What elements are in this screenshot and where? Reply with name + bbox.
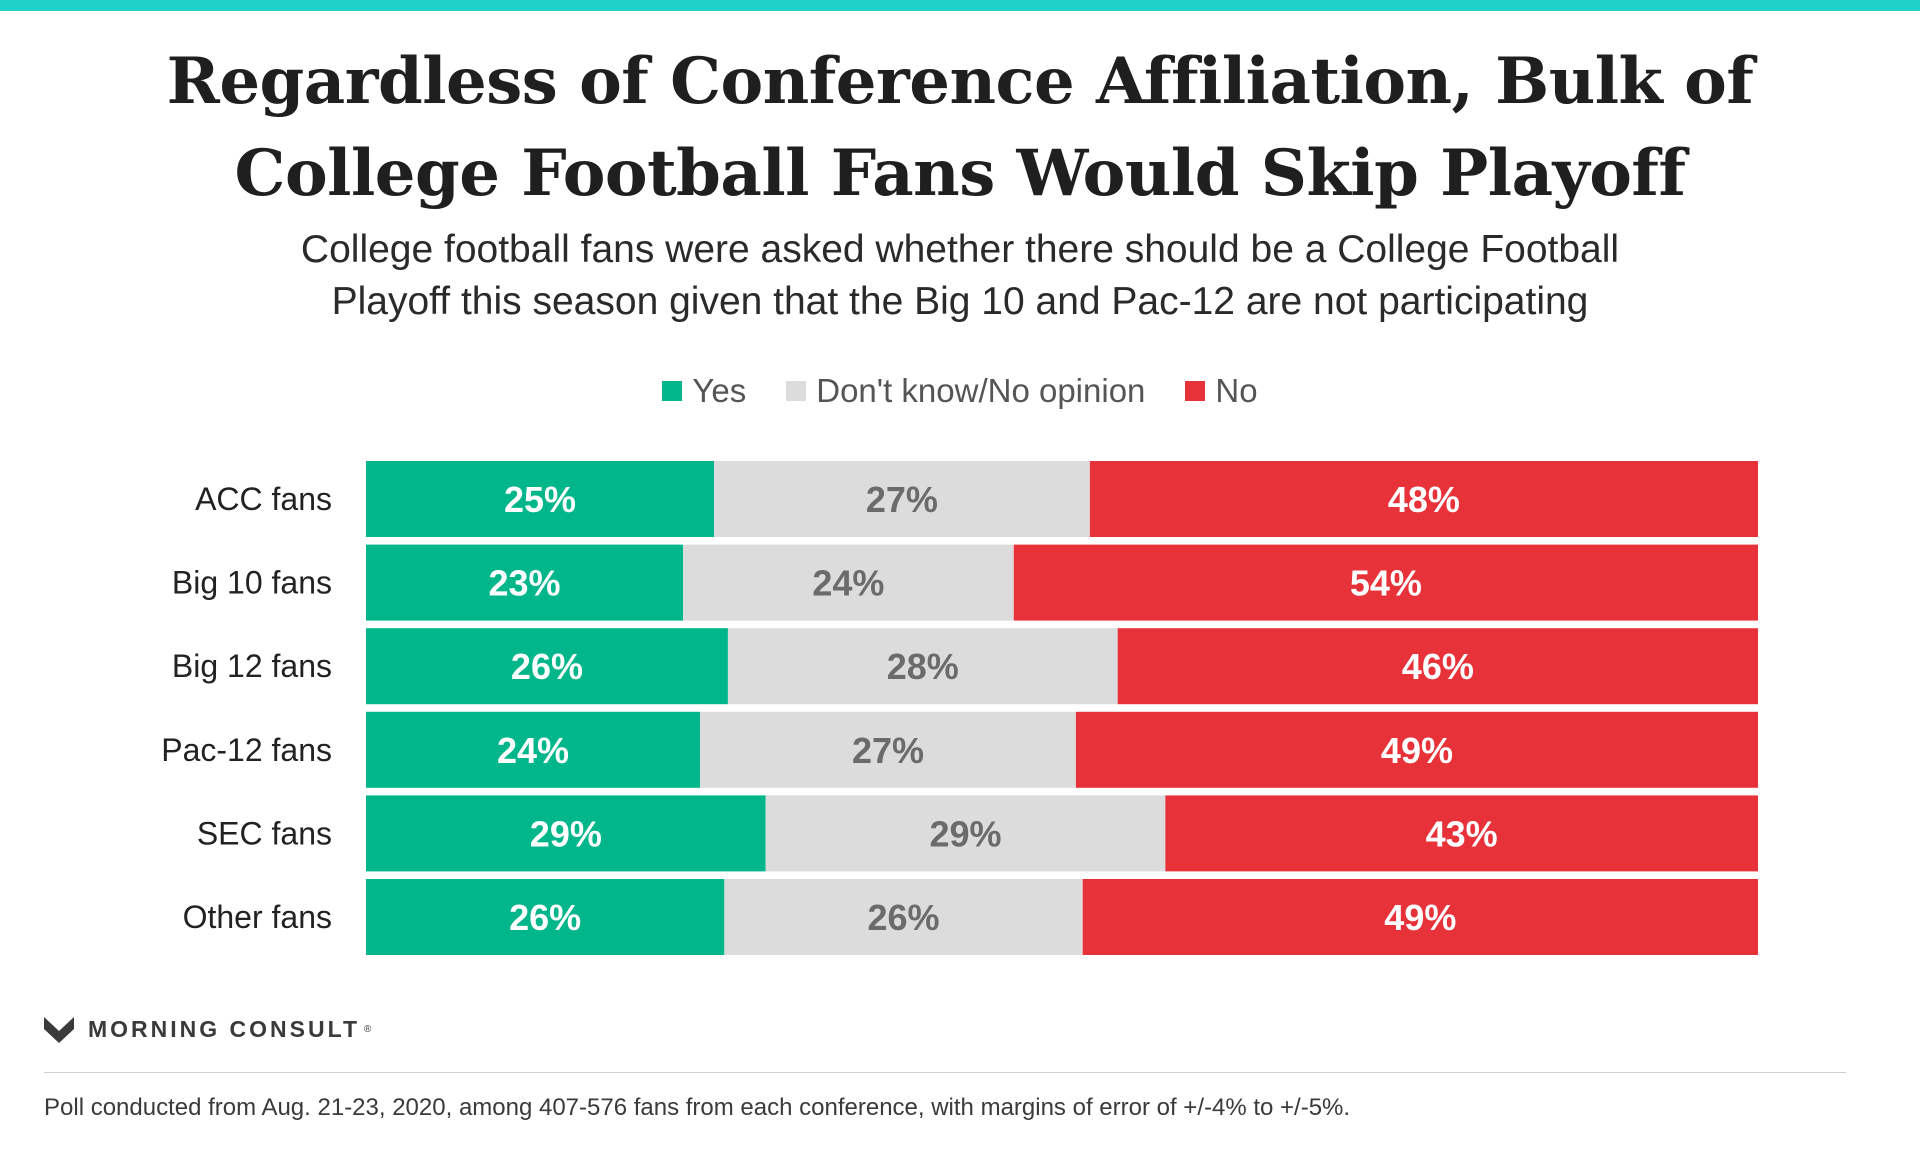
bar-segment-no — [1013, 544, 1758, 621]
bar-segment-dont-know — [727, 628, 1118, 705]
legend-item-no: No — [1185, 372, 1258, 410]
data-label-dont-know: 26% — [867, 897, 939, 938]
brand-name: MORNING CONSULT — [88, 1016, 361, 1042]
footer-divider — [44, 1072, 1846, 1073]
legend-label-dont-know: Don't know/No opinion — [816, 372, 1146, 409]
category-label: Pac-12 fans — [161, 732, 332, 768]
data-label-yes: 29% — [530, 813, 602, 854]
data-label-yes: 26% — [511, 646, 583, 687]
footnote: Poll conducted from Aug. 21-23, 2020, am… — [44, 1094, 1351, 1121]
category-label: Other fans — [183, 899, 332, 935]
data-label-dont-know: 24% — [812, 563, 884, 604]
data-label-no: 49% — [1384, 897, 1456, 938]
bar-segment-dont-know — [714, 461, 1090, 537]
bar-segment-dont-know — [700, 711, 1076, 788]
data-label-no: 48% — [1388, 479, 1460, 520]
chart-title-line-2: College Football Fans Would Skip Playoff — [234, 136, 1686, 211]
legend-label-yes: Yes — [692, 372, 747, 409]
legend-swatch-dont-know — [786, 381, 807, 401]
bar-segment-yes — [366, 879, 725, 955]
category-label: Big 12 fans — [172, 648, 332, 684]
legend-item-yes: Yes — [662, 372, 746, 410]
bar-segment-yes — [366, 628, 728, 705]
chart-legend: Yes Don't know/No opinion No — [0, 372, 1920, 410]
bar-segment-no — [1075, 711, 1758, 788]
category-label: Big 10 fans — [172, 565, 332, 601]
bar-segment-no — [1117, 628, 1758, 705]
bar-segment-no — [1165, 795, 1758, 872]
data-label-yes: 24% — [497, 730, 569, 771]
category-label: ACC fans — [195, 481, 332, 517]
data-label-dont-know: 27% — [852, 730, 924, 771]
bar-segment-yes — [366, 461, 714, 537]
data-label-yes: 26% — [509, 897, 581, 938]
brand-logo: MORNING CONSULT ® — [44, 1016, 371, 1043]
data-label-no: 46% — [1402, 646, 1474, 687]
category-label: SEC fans — [197, 815, 332, 851]
morning-consult-logo-icon — [44, 1016, 74, 1043]
bar-segment-yes — [366, 544, 683, 621]
data-label-no: 54% — [1350, 563, 1422, 604]
bar-segment-no — [1089, 461, 1758, 537]
chart-subtitle-line-2: Playoff this season given that the Big 1… — [331, 280, 1589, 323]
data-label-yes: 23% — [488, 563, 560, 604]
legend-swatch-no — [1185, 381, 1206, 401]
bar-segment-dont-know — [724, 879, 1083, 955]
bar-segment-no — [1082, 879, 1758, 955]
data-label-dont-know: 28% — [887, 646, 959, 687]
stacked-bar-chart: ACC fans 25% 27% 48% Big 10 fans 23% 24% 54% Big… — [161, 461, 1758, 955]
chart-subtitle: College football fans were asked whether… — [0, 224, 1920, 328]
data-label-yes: 25% — [504, 479, 576, 520]
data-label-no: 49% — [1381, 730, 1453, 771]
chart-title-line-1: Regardless of Conference Affiliation, Bu… — [166, 44, 1754, 119]
legend-label-no: No — [1215, 372, 1258, 409]
legend-item-dont-know: Don't know/No opinion — [786, 372, 1145, 410]
bar-segment-yes — [366, 711, 701, 788]
chart-subtitle-line-1: College football fans were asked whether… — [300, 228, 1620, 271]
chart-title: Regardless of Conference Affiliation, Bu… — [0, 36, 1920, 220]
data-label-dont-know: 27% — [866, 479, 938, 520]
bar-segment-dont-know — [765, 795, 1166, 872]
data-label-dont-know: 29% — [929, 813, 1001, 854]
top-accent-bar — [0, 0, 1920, 11]
data-label-no: 43% — [1426, 813, 1498, 854]
bar-segment-yes — [366, 795, 766, 872]
brand-registered-mark: ® — [364, 1024, 372, 1035]
bar-segment-dont-know — [682, 544, 1014, 621]
legend-swatch-yes — [662, 381, 683, 401]
